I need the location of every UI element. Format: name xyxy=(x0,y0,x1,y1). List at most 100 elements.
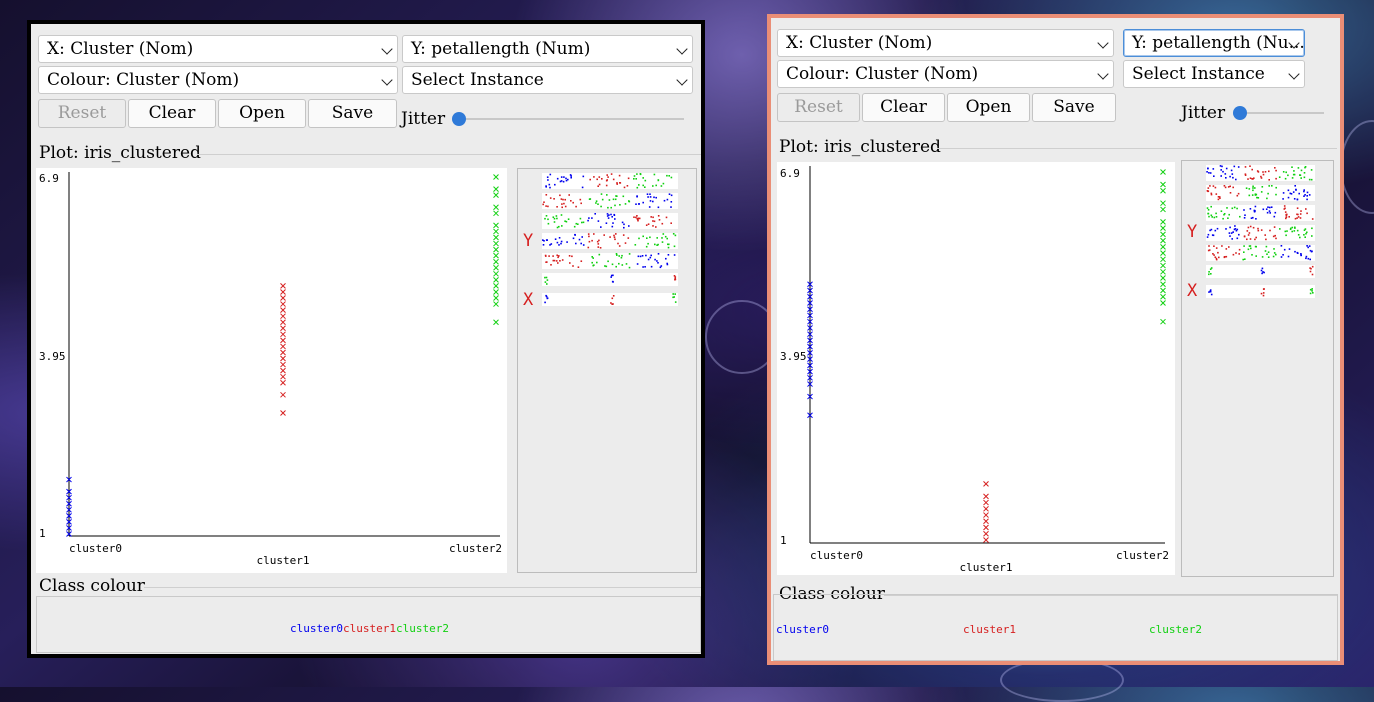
scatter-point-cluster0[interactable] xyxy=(807,331,813,338)
scatter-point-cluster0[interactable] xyxy=(807,325,813,331)
scatter-point-cluster1[interactable] xyxy=(280,313,286,320)
jitter-slider-thumb[interactable] xyxy=(452,112,466,126)
scatter-point-cluster1[interactable] xyxy=(983,499,989,506)
scatter-point-cluster2[interactable] xyxy=(493,228,499,235)
legend-cluster0[interactable]: cluster0 xyxy=(776,623,829,636)
scatter-point-cluster2[interactable] xyxy=(1160,300,1166,306)
scatter-point-cluster0[interactable] xyxy=(807,381,813,387)
scatter-point-cluster2[interactable] xyxy=(493,192,499,199)
scatter-point-cluster1[interactable] xyxy=(983,505,989,512)
matrix-cell[interactable] xyxy=(1206,285,1315,298)
scatter-point-cluster0[interactable] xyxy=(807,281,813,288)
open-button[interactable]: Open xyxy=(947,93,1030,122)
clear-button[interactable]: Clear xyxy=(128,99,216,128)
scatter-point-cluster0[interactable] xyxy=(807,293,813,300)
matrix-cell[interactable] xyxy=(1206,265,1315,278)
scatter-point-cluster0[interactable] xyxy=(66,488,72,495)
legend-cluster1[interactable]: cluster1 xyxy=(963,623,1016,636)
scatter-point-cluster2[interactable] xyxy=(493,246,499,253)
scatter-point-cluster0[interactable] xyxy=(807,368,813,375)
matrix-cell[interactable] xyxy=(542,253,678,269)
scatter-point-cluster2[interactable] xyxy=(493,174,499,180)
scatter-point-cluster2[interactable] xyxy=(1160,187,1166,194)
scatter-point-cluster0[interactable] xyxy=(807,312,813,319)
legend-cluster2[interactable]: cluster2 xyxy=(396,622,449,635)
scatter-point-cluster1[interactable] xyxy=(983,530,989,537)
scatter-point-cluster1[interactable] xyxy=(280,355,286,362)
matrix-cell[interactable] xyxy=(542,293,678,306)
scatter-point-cluster2[interactable] xyxy=(493,186,499,192)
scatter-point-cluster2[interactable] xyxy=(1160,293,1166,300)
attribute-matrix-panel[interactable]: Y X xyxy=(1181,160,1334,577)
scatter-point-cluster0[interactable] xyxy=(66,476,72,483)
scatter-point-cluster0[interactable] xyxy=(66,494,72,501)
scatter-point-cluster2[interactable] xyxy=(1160,206,1166,213)
legend-cluster2[interactable]: cluster2 xyxy=(1149,623,1202,636)
x-axis-select[interactable]: X: Cluster (Nom) xyxy=(38,35,398,63)
scatter-point-cluster2[interactable] xyxy=(1160,225,1166,231)
scatter-point-cluster0[interactable] xyxy=(66,519,72,525)
jitter-slider-thumb[interactable] xyxy=(1233,106,1247,120)
scatter-point-cluster1[interactable] xyxy=(280,367,286,374)
scatter-point-cluster2[interactable] xyxy=(493,204,499,211)
matrix-cell[interactable] xyxy=(542,273,678,286)
matrix-cell[interactable] xyxy=(542,213,678,229)
scatter-point-cluster1[interactable] xyxy=(983,493,989,500)
scatter-point-cluster1[interactable] xyxy=(280,325,286,332)
scatter-point-cluster0[interactable] xyxy=(66,525,72,531)
scatter-point-cluster0[interactable] xyxy=(66,506,72,513)
scatter-point-cluster2[interactable] xyxy=(493,295,499,301)
scatter-point-cluster2[interactable] xyxy=(493,283,499,289)
scatter-plot-area[interactable]: 6.9 3.95 1 cluster0 cluster1 cluster2 xyxy=(36,168,507,573)
scatter-point-cluster2[interactable] xyxy=(1160,281,1166,288)
scatter-point-cluster2[interactable] xyxy=(1160,200,1166,207)
scatter-point-cluster1[interactable] xyxy=(280,349,286,356)
matrix-cell[interactable] xyxy=(1206,205,1315,221)
select-instance-select[interactable]: Select Instance xyxy=(1123,60,1305,88)
scatter-point-cluster1[interactable] xyxy=(280,373,286,380)
scatter-point-cluster0[interactable] xyxy=(807,306,813,313)
scatter-point-cluster2[interactable] xyxy=(493,319,499,326)
scatter-point-cluster2[interactable] xyxy=(493,264,499,271)
scatter-point-cluster1[interactable] xyxy=(280,331,286,338)
scatter-point-cluster2[interactable] xyxy=(493,270,499,277)
scatter-point-cluster2[interactable] xyxy=(493,234,499,241)
scatter-point-cluster2[interactable] xyxy=(493,277,499,283)
scatter-point-cluster2[interactable] xyxy=(493,222,499,229)
scatter-point-cluster2[interactable] xyxy=(1160,181,1166,188)
scatter-point-cluster2[interactable] xyxy=(1160,231,1166,238)
scatter-point-cluster2[interactable] xyxy=(1160,243,1166,250)
scatter-point-cluster2[interactable] xyxy=(493,252,499,259)
scatter-point-cluster1[interactable] xyxy=(280,319,286,326)
scatter-point-cluster2[interactable] xyxy=(1160,275,1166,281)
scatter-point-cluster2[interactable] xyxy=(1160,169,1166,175)
scatter-point-cluster1[interactable] xyxy=(983,524,989,531)
scatter-point-cluster2[interactable] xyxy=(1160,318,1166,325)
scatter-point-cluster2[interactable] xyxy=(1160,219,1166,225)
scatter-point-cluster0[interactable] xyxy=(807,362,813,369)
scatter-point-cluster1[interactable] xyxy=(280,307,286,313)
save-button[interactable]: Save xyxy=(308,99,397,128)
scatter-point-cluster1[interactable] xyxy=(983,481,989,487)
scatter-point-cluster0[interactable] xyxy=(807,287,813,294)
legend-cluster0[interactable]: cluster0 xyxy=(290,622,343,635)
jitter-slider[interactable] xyxy=(1233,106,1324,120)
scatter-point-cluster1[interactable] xyxy=(983,537,989,543)
y-axis-select[interactable]: Y: petallength (Nu... xyxy=(1123,29,1305,57)
attribute-matrix-panel[interactable]: Y X xyxy=(517,168,697,573)
scatter-plot-area[interactable]: 6.9 3.95 1 cluster0 cluster1 cluster2 xyxy=(777,162,1175,575)
scatter-point-cluster1[interactable] xyxy=(280,289,286,295)
matrix-cell[interactable] xyxy=(1206,245,1315,261)
scatter-point-cluster0[interactable] xyxy=(807,300,813,306)
legend-cluster1[interactable]: cluster1 xyxy=(343,622,396,635)
scatter-point-cluster2[interactable] xyxy=(493,240,499,247)
colour-select[interactable]: Colour: Cluster (Nom) xyxy=(38,66,398,94)
scatter-point-cluster1[interactable] xyxy=(280,301,286,307)
x-axis-select[interactable]: X: Cluster (Nom) xyxy=(777,29,1114,57)
scatter-point-cluster0[interactable] xyxy=(807,337,813,344)
y-axis-select[interactable]: Y: petallength (Num) xyxy=(402,35,693,63)
reset-button[interactable]: Reset xyxy=(777,93,860,122)
clear-button[interactable]: Clear xyxy=(862,93,945,122)
scatter-point-cluster2[interactable] xyxy=(493,210,499,217)
matrix-cell[interactable] xyxy=(542,193,678,209)
